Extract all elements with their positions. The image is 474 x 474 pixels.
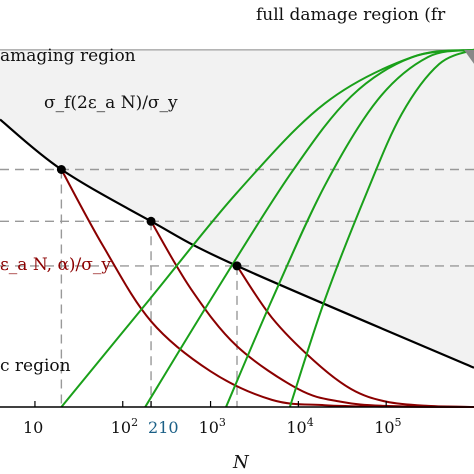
tick-label-10: 10: [23, 418, 43, 437]
marker-2: [146, 216, 156, 226]
tick-label-100000: 105: [374, 416, 401, 437]
tick-exponent-100: 2: [131, 416, 138, 429]
green-3-curve: [225, 48, 474, 408]
red-curve-label: ε_a N, α)/σ_y: [0, 255, 111, 275]
marker-3: [232, 261, 242, 271]
green-2-curve: [144, 48, 474, 408]
tick-exponent-1000: 3: [219, 416, 226, 429]
tick-label-100: 102: [111, 416, 138, 437]
black-curve-label: σ_f(2ε_a N)/σ_y: [44, 93, 178, 113]
tick-label-1000: 103: [199, 416, 226, 437]
red-2-curve: [150, 220, 474, 408]
apex-marker: [464, 49, 474, 64]
tick-label-10000: 104: [286, 416, 313, 437]
markers: [56, 49, 474, 271]
damaging-region-label: amaging region: [0, 46, 136, 66]
green-4-curve: [288, 48, 474, 408]
curves: [0, 48, 474, 408]
x-axis-label: N: [232, 452, 250, 473]
elastic-region-label: c region: [0, 356, 71, 376]
marker-1: [56, 165, 66, 174]
damaging-region-shade: [0, 49, 474, 368]
full-damage-region-label: full damage region (fr: [256, 5, 446, 25]
tick-exponent-100000: 5: [395, 416, 402, 429]
red-3-curve: [236, 265, 474, 408]
damaging-region-fill: [0, 49, 474, 368]
x-axis: 10 102 103 104 105 210: [0, 401, 474, 437]
tick-exponent-10000: 4: [307, 416, 314, 429]
dashed-guides: [0, 168, 474, 407]
black-limit-curve: [0, 118, 474, 369]
tick-label-highlight: 210: [148, 418, 179, 437]
